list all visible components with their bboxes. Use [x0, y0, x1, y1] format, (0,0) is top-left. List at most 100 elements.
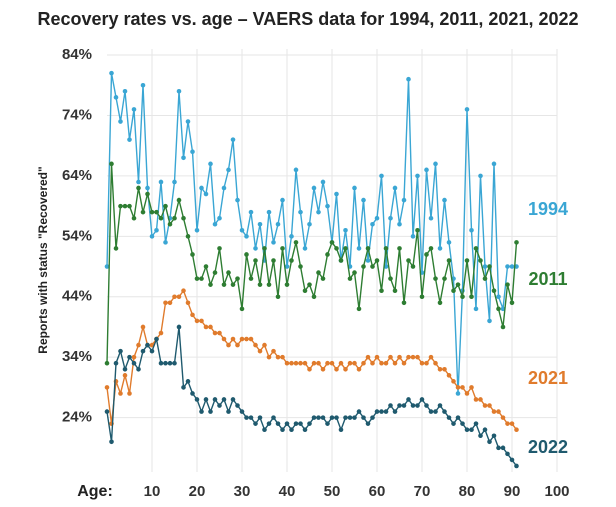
y-tick-label: 44% — [62, 288, 92, 305]
data-point — [172, 215, 177, 221]
data-point — [307, 282, 312, 287]
data-point — [352, 185, 357, 191]
data-point — [145, 342, 150, 348]
data-point — [262, 342, 267, 348]
data-point — [460, 294, 465, 300]
data-point — [388, 215, 393, 221]
data-point — [284, 264, 290, 269]
data-point — [442, 409, 447, 414]
data-point — [145, 185, 150, 191]
data-point — [401, 300, 407, 306]
data-point — [136, 179, 141, 185]
data-point — [199, 276, 204, 281]
data-point — [361, 264, 366, 269]
data-point — [154, 336, 159, 342]
data-point — [275, 354, 281, 360]
data-point — [244, 234, 249, 239]
data-point — [334, 191, 339, 197]
data-point — [118, 391, 123, 396]
data-point — [185, 234, 191, 239]
x-tick-label: 20 — [189, 483, 206, 500]
x-tick-label: 100 — [544, 483, 569, 500]
grid — [107, 49, 558, 472]
series-label: 2021 — [528, 368, 568, 388]
data-point — [343, 246, 348, 251]
data-point — [226, 409, 231, 414]
data-point — [482, 276, 488, 281]
data-point — [505, 421, 510, 426]
data-point — [194, 397, 200, 402]
data-point — [136, 366, 141, 372]
data-point — [325, 360, 330, 366]
data-point — [118, 119, 123, 124]
data-point — [307, 421, 312, 426]
data-point — [361, 360, 366, 366]
data-point — [311, 185, 317, 191]
data-point — [329, 240, 335, 245]
data-point — [208, 161, 213, 167]
data-point — [307, 221, 312, 227]
data-point — [410, 354, 416, 360]
data-point — [203, 264, 209, 269]
data-point — [118, 348, 123, 354]
data-point — [104, 264, 110, 269]
y-tick-label: 24% — [62, 409, 92, 426]
data-point — [302, 360, 308, 366]
y-tick-label: 54% — [62, 227, 92, 244]
data-point — [208, 409, 213, 414]
data-point — [149, 234, 155, 239]
data-point — [190, 149, 195, 155]
data-point — [446, 258, 452, 263]
data-point — [131, 215, 137, 221]
data-point — [473, 246, 479, 251]
data-point — [248, 209, 254, 215]
data-point — [275, 221, 281, 227]
series-line — [106, 73, 517, 394]
data-point — [442, 197, 447, 203]
data-point — [293, 421, 299, 426]
data-point — [433, 360, 438, 366]
data-point — [365, 258, 371, 263]
data-point — [271, 348, 276, 354]
data-point — [397, 354, 402, 360]
data-point — [176, 89, 182, 94]
data-point — [379, 409, 384, 414]
data-point — [347, 360, 353, 366]
data-point — [487, 439, 492, 445]
y-tick-label: 74% — [62, 106, 92, 123]
data-point — [473, 397, 479, 402]
data-point — [185, 379, 191, 384]
data-point — [428, 354, 434, 360]
data-point — [338, 427, 344, 433]
data-point — [127, 203, 132, 209]
data-point — [487, 264, 492, 269]
data-point — [325, 421, 330, 426]
data-point — [509, 264, 515, 269]
data-point — [356, 409, 362, 414]
data-point — [221, 336, 227, 342]
data-point — [212, 397, 218, 402]
data-point — [163, 300, 168, 306]
data-point — [203, 191, 209, 197]
y-tick-label: 64% — [62, 167, 92, 184]
data-point — [415, 354, 420, 360]
data-point — [514, 463, 519, 469]
data-point — [298, 264, 303, 269]
data-point — [460, 421, 465, 426]
data-point — [113, 360, 119, 366]
data-point — [401, 360, 407, 366]
data-point — [406, 354, 411, 360]
data-point — [491, 433, 497, 439]
data-point — [469, 385, 474, 390]
data-point — [356, 366, 362, 372]
data-point — [401, 403, 407, 408]
data-point — [199, 409, 204, 414]
x-tick-label: 40 — [279, 483, 296, 500]
data-point — [302, 288, 308, 294]
data-point — [469, 294, 474, 300]
data-point — [127, 391, 132, 396]
data-point — [262, 427, 267, 433]
data-point — [253, 246, 258, 251]
data-point — [487, 318, 492, 324]
x-tick-label: 50 — [324, 483, 341, 500]
